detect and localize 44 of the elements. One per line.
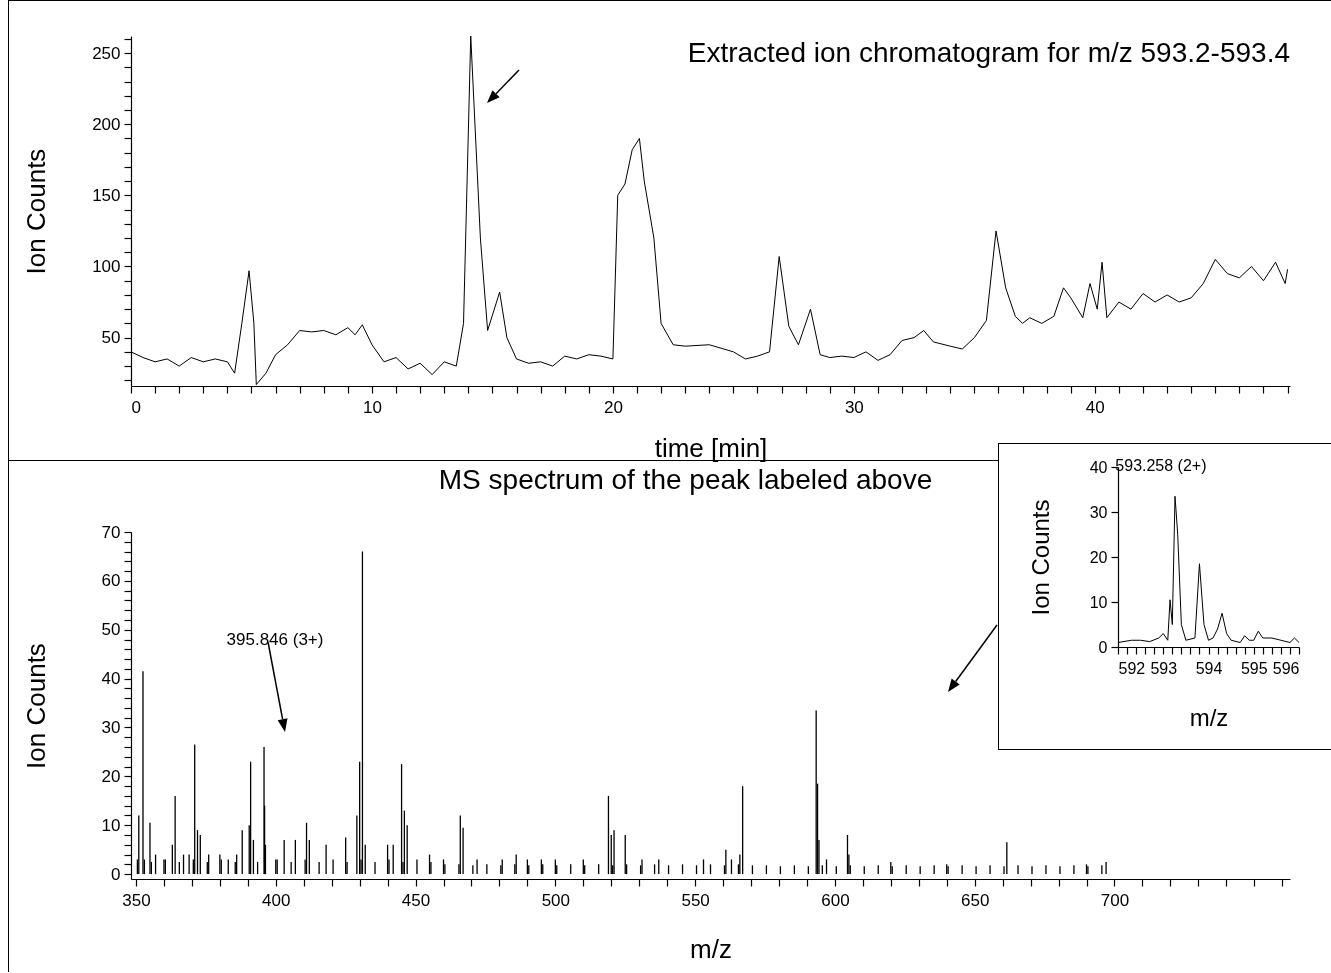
y-axis-title: Ion Counts — [1026, 499, 1054, 616]
x-tick-label: 594 — [1195, 659, 1223, 677]
x-tick-label: 600 — [821, 890, 850, 910]
x-axis-title: m/z — [690, 933, 732, 964]
y-tick-label: 20 — [101, 766, 121, 786]
x-tick-label: 650 — [961, 890, 990, 910]
chart-title: Extracted ion chromatogram for m/z 593.2-593.4 — [687, 36, 1290, 68]
y-tick-label: 200 — [92, 114, 121, 134]
x-tick-label: 20 — [603, 397, 623, 417]
x-tick-label: 550 — [681, 890, 710, 910]
y-tick-label: 50 — [101, 328, 121, 348]
chart-title: MS spectrum of the peak labeled above — [438, 464, 933, 495]
y-tick-label: 30 — [101, 717, 121, 737]
y-tick-label: 60 — [101, 571, 121, 591]
x-tick-label: 700 — [1100, 890, 1130, 910]
x-tick-label: 595 — [1240, 659, 1268, 677]
y-axis-title: Ion Counts — [20, 643, 51, 769]
y-tick-label: 40 — [1089, 458, 1108, 476]
x-tick-label: 592 — [1118, 659, 1146, 677]
y-tick-label: 30 — [1089, 503, 1108, 521]
x-tick-label: 350 — [122, 890, 151, 910]
y-tick-label: 10 — [1089, 593, 1108, 611]
x-tick-label: 30 — [844, 397, 864, 417]
y-tick-label: 250 — [92, 43, 121, 63]
x-tick-label: 500 — [541, 890, 571, 910]
x-tick-label: 0 — [131, 397, 141, 417]
x-axis-title: m/z — [1189, 703, 1229, 731]
x-tick-label: 400 — [262, 890, 291, 910]
x-tick-label: 450 — [401, 890, 431, 910]
annotation: 593.258 (2+) — [1115, 457, 1207, 475]
y-tick-label: 100 — [92, 256, 121, 276]
x-tick-label: 10 — [363, 397, 382, 417]
y-axis-title: Ion Counts — [21, 148, 52, 275]
x-axis-title: time [min] — [654, 432, 768, 463]
y-tick-label: 0 — [111, 864, 121, 884]
annotation: 395.846 (3+) — [226, 630, 324, 649]
y-tick-label: 150 — [92, 185, 121, 205]
y-tick-label: 0 — [1098, 638, 1108, 656]
y-tick-label: 10 — [101, 815, 121, 835]
x-tick-label: 596 — [1272, 659, 1300, 677]
y-tick-label: 50 — [101, 620, 121, 640]
x-tick-label: 593 — [1150, 659, 1178, 677]
y-tick-label: 20 — [1089, 548, 1108, 566]
y-tick-label: 70 — [101, 522, 121, 542]
